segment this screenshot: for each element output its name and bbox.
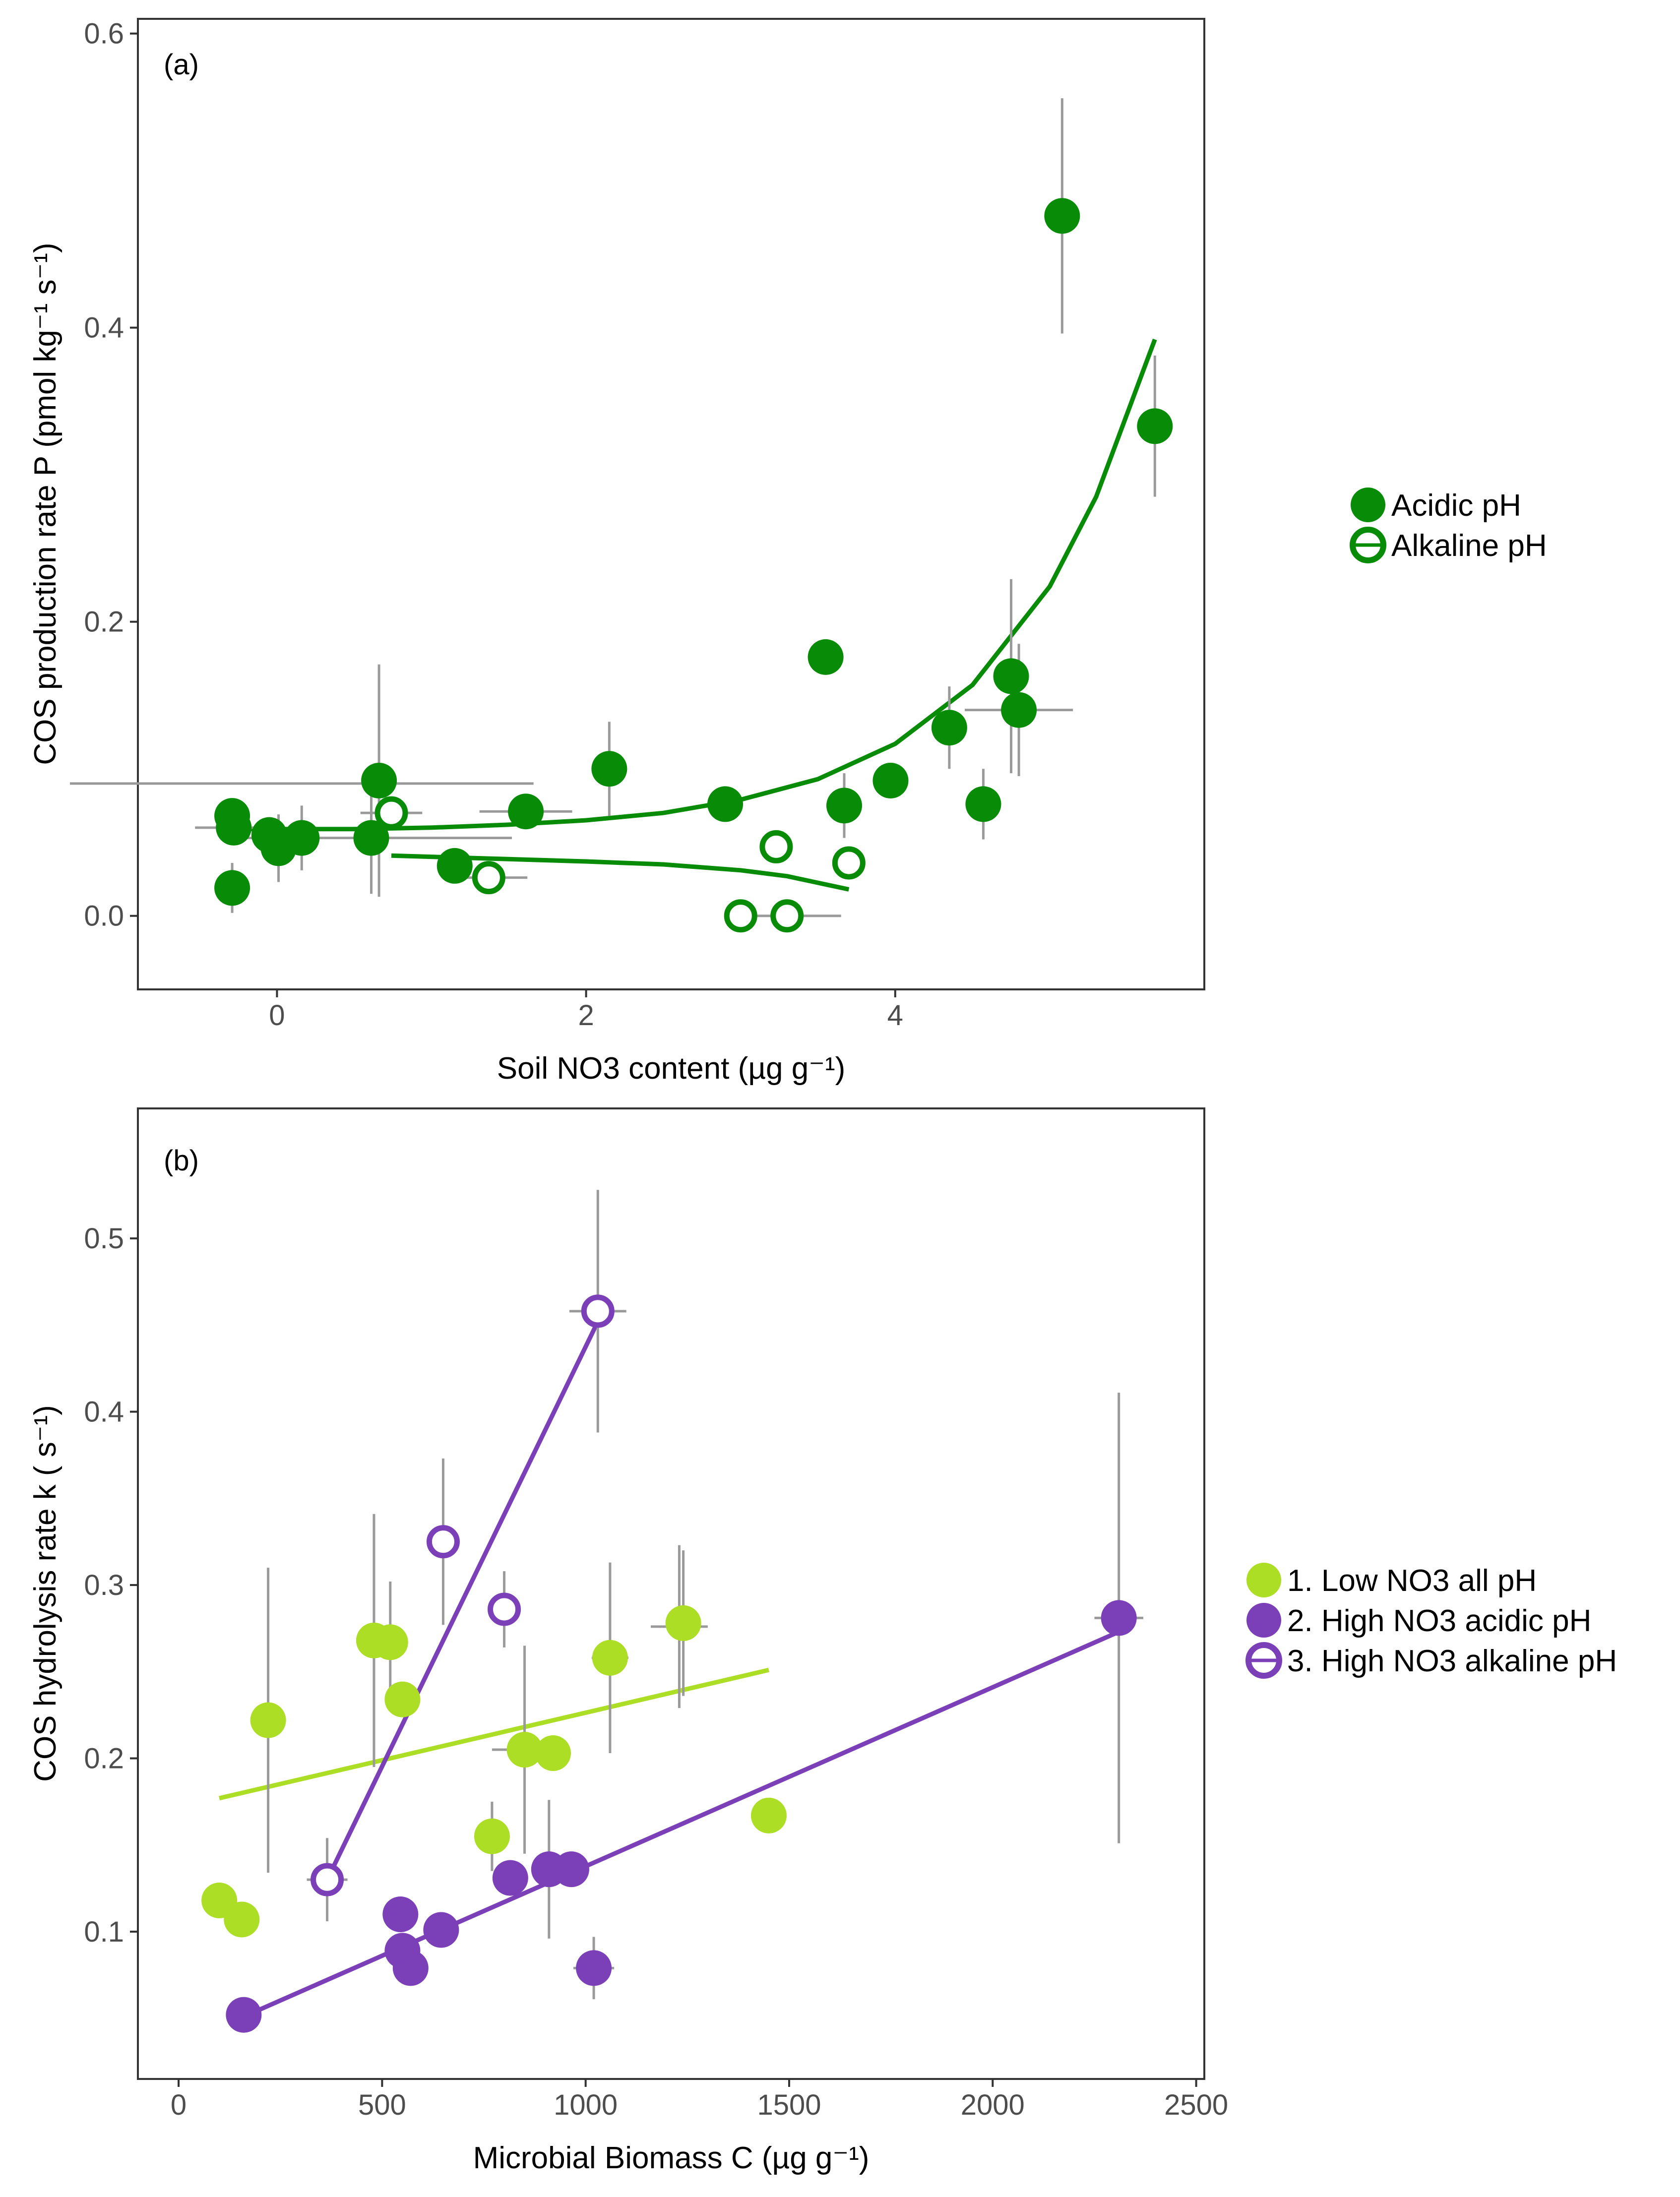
panel-a-tag: (a) (164, 49, 199, 81)
panel-b-legend: 1. Low NO3 all pH 2. High NO3 acidic pH … (1245, 1563, 1617, 1679)
y-tick-label: 0.6 (84, 18, 124, 50)
data-point-open (472, 861, 505, 895)
panel-a-x-axis-title: Soil NO3 content (µg g⁻¹) (497, 1051, 846, 1086)
data-point (216, 809, 252, 846)
legend-high-acidic-marker (1246, 1603, 1281, 1638)
data-point (993, 658, 1029, 694)
legend-low-no3-marker (1246, 1563, 1281, 1597)
data-point (284, 820, 320, 856)
data-point (1137, 408, 1173, 444)
data-point (508, 793, 544, 830)
data-point (250, 1702, 286, 1738)
x-tick-label: 500 (358, 2089, 406, 2121)
data-point (372, 1624, 408, 1660)
fit-line (391, 853, 850, 892)
data-point (750, 1797, 787, 1833)
data-point (474, 1818, 510, 1854)
x-tick-label: 2 (578, 999, 594, 1032)
panel-b-frame (137, 1107, 1205, 2080)
x-tick-label: 2000 (961, 2089, 1025, 2121)
fit-line (325, 1320, 600, 1881)
legend-alkaline-label: Alkaline pH (1391, 529, 1547, 563)
legend-high-acidic-label: 2. High NO3 acidic pH (1287, 1604, 1591, 1638)
legend-high-alkaline-label: 3. High NO3 alkaline pH (1287, 1644, 1617, 1678)
x-tick-label: 2500 (1164, 2089, 1228, 2121)
data-point-open (426, 1525, 460, 1559)
data-point-open (581, 1294, 615, 1328)
fit-line (219, 1667, 769, 1801)
data-point-open (832, 846, 866, 880)
data-point (492, 1860, 528, 1896)
legend-acidic-label: Acidic pH (1391, 488, 1521, 523)
data-point (392, 1950, 429, 1986)
data-point (576, 1950, 612, 1986)
data-point (353, 820, 389, 856)
data-point-open (724, 899, 757, 933)
panel-a-points (214, 198, 1173, 933)
legend-acidic-marker (1351, 488, 1385, 522)
data-point (214, 870, 250, 906)
panel-a: (a) 0 2 4 0.0 0.2 0.4 0.6 Soil NO3 content (µg… (28, 18, 1547, 1086)
panel-b-y-axis-title: COS hydrolysis rate k ( s⁻¹) (28, 1405, 62, 1782)
data-point (1044, 198, 1080, 234)
x-tick-label: 1000 (554, 2089, 618, 2121)
data-point (553, 1851, 589, 1888)
data-point-open (311, 1863, 344, 1896)
panel-a-legend: Acidic pH Alkaline pH (1350, 488, 1547, 563)
data-point (1101, 1600, 1137, 1636)
data-point (872, 762, 909, 798)
data-point (707, 786, 744, 822)
data-point-open (770, 899, 804, 933)
data-point (1001, 692, 1037, 728)
data-point (382, 1896, 419, 1933)
panel-b-tag: (b) (164, 1145, 199, 1177)
y-tick-label: 0.2 (84, 606, 124, 638)
data-point (592, 1640, 628, 1676)
x-tick-label: 0 (171, 2089, 187, 2121)
y-tick-label: 0.4 (84, 1396, 124, 1428)
legend-low-no3-label: 1. Low NO3 all pH (1287, 1564, 1537, 1598)
data-point (226, 1997, 262, 2033)
data-point-open (374, 796, 408, 830)
data-point (535, 1735, 571, 1771)
y-tick-label: 0.5 (84, 1222, 124, 1255)
data-point (224, 1901, 260, 1938)
panel-b: (b) 0 500 1000 1500 2000 25000.10.20.30.40.5 … (28, 1107, 1617, 2175)
data-point (436, 848, 473, 884)
data-point-open (488, 1592, 521, 1626)
data-point (808, 639, 844, 675)
panel-b-axes: 0 500 1000 1500 2000 2500 0.1 0.2 0.3 0.4 0.5 (84, 1222, 1228, 2121)
data-point (506, 1732, 543, 1768)
panel-a-y-axis-title: COS production rate P (pmol kg⁻¹ s⁻¹) (28, 243, 62, 765)
x-tick-label: 4 (887, 999, 903, 1032)
y-tick-label: 0.0 (84, 900, 124, 932)
x-tick-label: 0 (269, 999, 285, 1032)
data-point (826, 788, 862, 824)
panel-a-axes: 0 2 4 0.0 0.2 0.4 0.6 (84, 18, 903, 1032)
data-point (384, 1681, 421, 1717)
data-point (965, 786, 1001, 822)
data-point (423, 1912, 459, 1948)
data-point-open (759, 830, 793, 863)
y-tick-label: 0.3 (84, 1569, 124, 1601)
data-point (931, 710, 967, 746)
data-point (361, 762, 397, 798)
panel-b-x-axis-title: Microbial Biomass C (µg g⁻¹) (473, 2141, 870, 2175)
data-point (665, 1605, 701, 1641)
y-tick-label: 0.1 (84, 1916, 124, 1948)
panel-b-points (201, 1294, 1137, 2033)
x-tick-label: 1500 (757, 2089, 821, 2121)
data-point (591, 751, 627, 787)
y-tick-label: 0.2 (84, 1742, 124, 1774)
y-tick-label: 0.4 (84, 312, 124, 344)
